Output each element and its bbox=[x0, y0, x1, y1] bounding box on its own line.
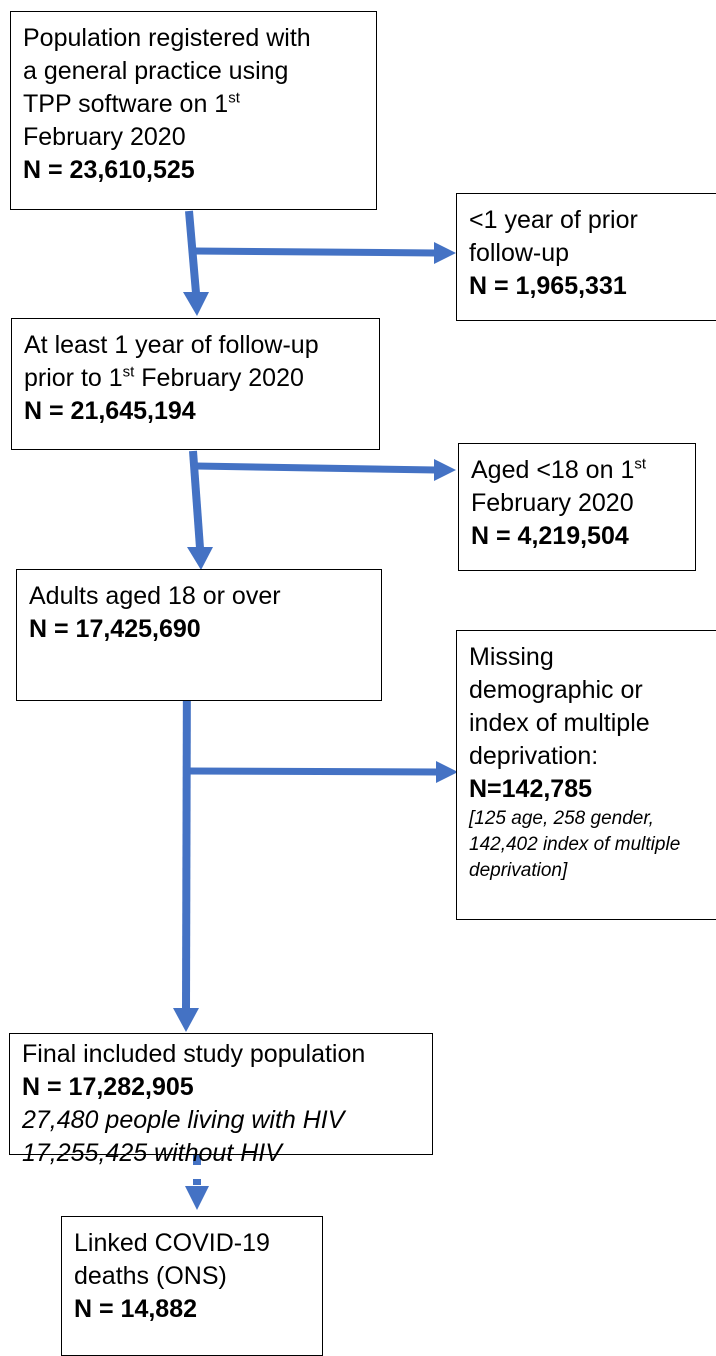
box4-no-hiv: 17,255,425 without HIV bbox=[22, 1139, 282, 1167]
excl1-count: N = 1,965,331 bbox=[469, 272, 627, 300]
box3-count: N = 17,425,690 bbox=[29, 615, 201, 643]
arrowhead-main-2 bbox=[187, 547, 213, 570]
box2-line2-post: February 2020 bbox=[134, 364, 304, 392]
box-final-study-population: Final included study population N = 17,2… bbox=[9, 1033, 433, 1167]
arrowhead-main-3 bbox=[173, 1008, 199, 1032]
excl1-line2: follow-up bbox=[469, 239, 570, 267]
box2-line2-text: prior to 1 bbox=[24, 364, 123, 392]
box4-line1: Final included study population bbox=[22, 1040, 366, 1068]
excl2-line2: February 2020 bbox=[471, 489, 634, 517]
box2-count: N = 21,645,194 bbox=[24, 397, 196, 425]
arrow-excl-1 bbox=[193, 247, 437, 257]
box4-count: N = 17,282,905 bbox=[22, 1073, 194, 1101]
box-one-year-followup: At least 1 year of follow-up prior to 1s… bbox=[11, 318, 380, 450]
box-linked-covid-deaths: Linked COVID-19 deaths (ONS) N = 14,882 bbox=[61, 1216, 323, 1356]
box5-line1: Linked COVID-19 bbox=[74, 1229, 270, 1257]
box1-line2: a general practice using bbox=[23, 57, 289, 85]
box1-line4: February 2020 bbox=[23, 123, 186, 151]
arrowhead-excl-3 bbox=[436, 761, 458, 783]
box3-line1: Adults aged 18 or over bbox=[29, 582, 281, 610]
box2-line2-sup: st bbox=[122, 363, 135, 381]
arrow-main-1 bbox=[185, 210, 200, 294]
excl1-line1: <1 year of prior bbox=[469, 206, 638, 234]
excl3-detail-1: [125 age, 258 gender, bbox=[469, 808, 654, 829]
box1-line1: Population registered with bbox=[23, 24, 311, 52]
box1-line3-sup: st bbox=[228, 89, 240, 107]
box2-line1: At least 1 year of follow-up bbox=[24, 331, 319, 359]
excl3-count: N=142,785 bbox=[469, 775, 593, 803]
excl3-line1: Missing bbox=[469, 643, 554, 671]
excl3-line3: index of multiple bbox=[469, 709, 650, 737]
arrow-excl-2 bbox=[195, 462, 437, 474]
arrowhead-excl-2 bbox=[434, 459, 456, 481]
arrowhead-excl-1 bbox=[434, 242, 456, 264]
excl2-line1-sup: st bbox=[634, 455, 647, 473]
arrowhead-main-1 bbox=[183, 292, 209, 316]
arrow-main-3 bbox=[182, 646, 191, 1011]
arrow-main-2 bbox=[189, 450, 204, 549]
excl3-line2: demographic or bbox=[469, 676, 643, 704]
excl2-line1: Aged <18 on 1st bbox=[471, 454, 683, 487]
box-excluded-under-18: Aged <18 on 1st February 2020 N = 4,219,… bbox=[458, 443, 696, 571]
box1-count: N = 23,610,525 bbox=[23, 156, 195, 184]
excl2-count: N = 4,219,504 bbox=[471, 522, 629, 550]
box-excluded-missing-data: Missing demographic or index of multiple… bbox=[456, 630, 716, 920]
arrowhead-dashed-link bbox=[185, 1186, 209, 1210]
box5-count: N = 14,882 bbox=[74, 1295, 198, 1323]
box1-line3-text: TPP software on 1 bbox=[23, 90, 229, 118]
box-excluded-prior-followup: <1 year of prior follow-up N = 1,965,331 bbox=[456, 193, 716, 321]
excl3-detail-3: deprivation] bbox=[469, 860, 568, 881]
box-adults-18-plus: Adults aged 18 or over N = 17,425,690 bbox=[16, 569, 382, 701]
excl2-line1-text: Aged <18 on 1 bbox=[471, 456, 635, 484]
excl3-line4: deprivation: bbox=[469, 742, 599, 770]
box4-hiv: 27,480 people living with HIV bbox=[22, 1106, 345, 1134]
box1-line3: TPP software on 1st bbox=[23, 88, 364, 121]
arrow-excl-3 bbox=[187, 767, 439, 776]
excl3-detail-2: 142,402 index of multiple bbox=[469, 834, 681, 855]
box2-line2: prior to 1st February 2020 bbox=[24, 362, 367, 395]
box5-line2: deaths (ONS) bbox=[74, 1262, 227, 1290]
box-registered-population: Population registered with a general pra… bbox=[10, 11, 377, 210]
